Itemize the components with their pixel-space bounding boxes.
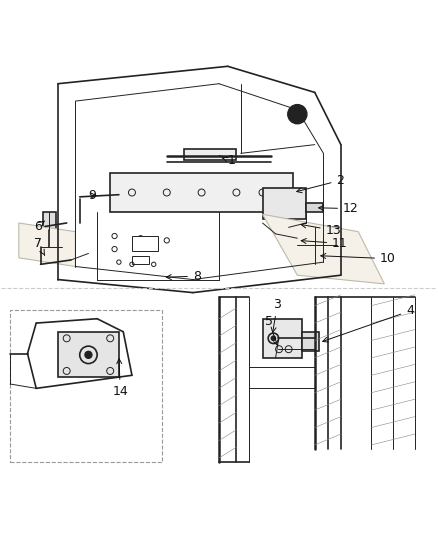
Text: 10: 10 bbox=[321, 252, 396, 265]
Text: 12: 12 bbox=[318, 202, 359, 215]
Polygon shape bbox=[19, 223, 75, 266]
Text: 13: 13 bbox=[301, 223, 341, 237]
Polygon shape bbox=[262, 214, 385, 284]
Text: 3: 3 bbox=[271, 298, 281, 333]
Text: 11: 11 bbox=[301, 237, 348, 250]
Circle shape bbox=[271, 336, 276, 341]
Bar bbox=[262, 188, 306, 219]
Bar bbox=[43, 212, 56, 230]
Text: 14: 14 bbox=[113, 359, 128, 398]
Bar bbox=[306, 204, 323, 212]
Text: 8: 8 bbox=[166, 270, 201, 282]
Text: 7: 7 bbox=[34, 237, 45, 255]
Text: 9: 9 bbox=[88, 189, 96, 202]
Bar bbox=[132, 236, 158, 251]
Circle shape bbox=[288, 104, 307, 124]
Bar bbox=[132, 256, 149, 264]
Text: 1: 1 bbox=[222, 154, 236, 167]
Bar bbox=[10, 310, 162, 462]
Bar bbox=[297, 228, 336, 264]
Bar bbox=[262, 319, 302, 358]
Bar bbox=[58, 332, 119, 377]
Bar bbox=[110, 173, 293, 212]
Text: 4: 4 bbox=[323, 304, 414, 342]
Text: 5: 5 bbox=[265, 315, 278, 345]
Circle shape bbox=[85, 351, 92, 358]
Text: 6: 6 bbox=[34, 220, 45, 232]
Text: 2: 2 bbox=[297, 174, 344, 193]
Bar bbox=[302, 332, 319, 351]
FancyBboxPatch shape bbox=[184, 149, 237, 160]
